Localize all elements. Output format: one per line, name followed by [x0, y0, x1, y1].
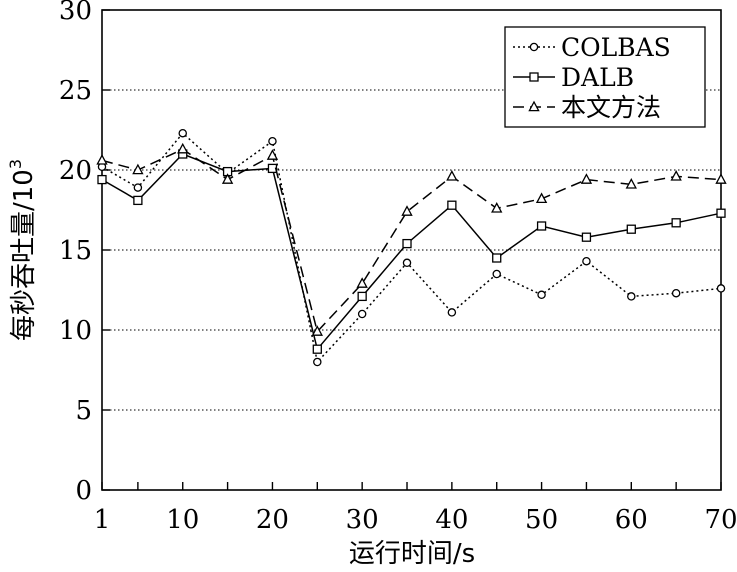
data-point: [133, 195, 143, 206]
y-axis-title-superscript: 3: [6, 159, 25, 169]
y-tick-label: 0: [75, 476, 92, 506]
data-point: [537, 290, 546, 300]
data-point: [97, 174, 107, 185]
legend-label: COLBAS: [561, 33, 671, 62]
data-point: [536, 221, 547, 231]
data-point: [581, 232, 592, 242]
data-point: [402, 238, 412, 249]
data-point: [580, 173, 593, 184]
data-point: [447, 308, 457, 317]
data-point: [356, 277, 368, 288]
legend-marker: [529, 42, 539, 52]
x-tick-label: 20: [256, 505, 289, 535]
series: [96, 128, 727, 367]
x-tick-label: 70: [704, 505, 737, 535]
y-tick-label: 20: [59, 156, 92, 186]
x-tick-label: 40: [435, 505, 468, 535]
series-3: [96, 142, 727, 336]
data-point: [402, 258, 412, 268]
data-point: [491, 202, 503, 213]
y-axis-title: 每秒吞吐量/103: [6, 159, 39, 341]
y-tick-label: 15: [59, 236, 92, 266]
data-point: [716, 284, 726, 293]
data-point: [133, 183, 143, 192]
legend-entry: DALB: [513, 63, 634, 92]
data-point: [535, 192, 548, 204]
x-tick-label: 60: [615, 505, 648, 535]
data-point: [492, 253, 502, 263]
data-point: [311, 325, 323, 336]
x-tick-label: 30: [346, 505, 379, 535]
y-axis-title-main: 每秒吞吐量/10: [9, 169, 39, 341]
x-tick-label: 1: [94, 505, 111, 535]
data-point: [627, 292, 636, 301]
y-tick-label: 30: [59, 0, 92, 26]
data-point: [446, 170, 458, 181]
data-point: [313, 357, 322, 367]
data-point: [312, 344, 322, 354]
data-point: [447, 200, 457, 210]
data-point: [401, 205, 413, 216]
data-point: [177, 142, 189, 154]
data-point: [716, 208, 726, 218]
x-tick-label: 10: [166, 505, 199, 535]
data-point: [357, 309, 367, 319]
data-point: [268, 136, 277, 146]
legend-label: DALB: [561, 63, 634, 92]
y-tick-label: 5: [75, 396, 92, 426]
data-point: [96, 154, 108, 165]
data-point: [671, 288, 681, 298]
data-point: [715, 173, 727, 184]
data-point: [670, 170, 682, 181]
axes: [101, 9, 722, 491]
data-point: [625, 178, 637, 189]
data-point: [671, 218, 681, 228]
data-point: [178, 128, 187, 138]
legend-entry: COLBAS: [513, 33, 671, 62]
series-line: [101, 153, 722, 351]
y-tick-label: 25: [59, 76, 92, 106]
data-point: [582, 256, 591, 266]
x-tick-label: 50: [525, 505, 558, 535]
data-point: [492, 269, 501, 279]
data-point: [626, 224, 636, 234]
y-tick-label: 10: [59, 316, 92, 346]
legend-marker: [529, 72, 539, 82]
data-point: [266, 149, 279, 160]
legend-label: 本文方法: [561, 93, 661, 122]
legend-marker: [528, 100, 540, 112]
legend-entry: 本文方法: [513, 93, 661, 122]
data-point: [221, 173, 234, 184]
grid-lines: [102, 89, 721, 411]
series-line: [101, 148, 722, 334]
data-point: [132, 163, 144, 175]
data-point: [357, 291, 367, 302]
x-axis-title: 运行时间/s: [349, 539, 475, 569]
tick-labels: 0 5 10 15 20 25 30 1 10 20 30 40 50 60 70: [59, 0, 737, 535]
